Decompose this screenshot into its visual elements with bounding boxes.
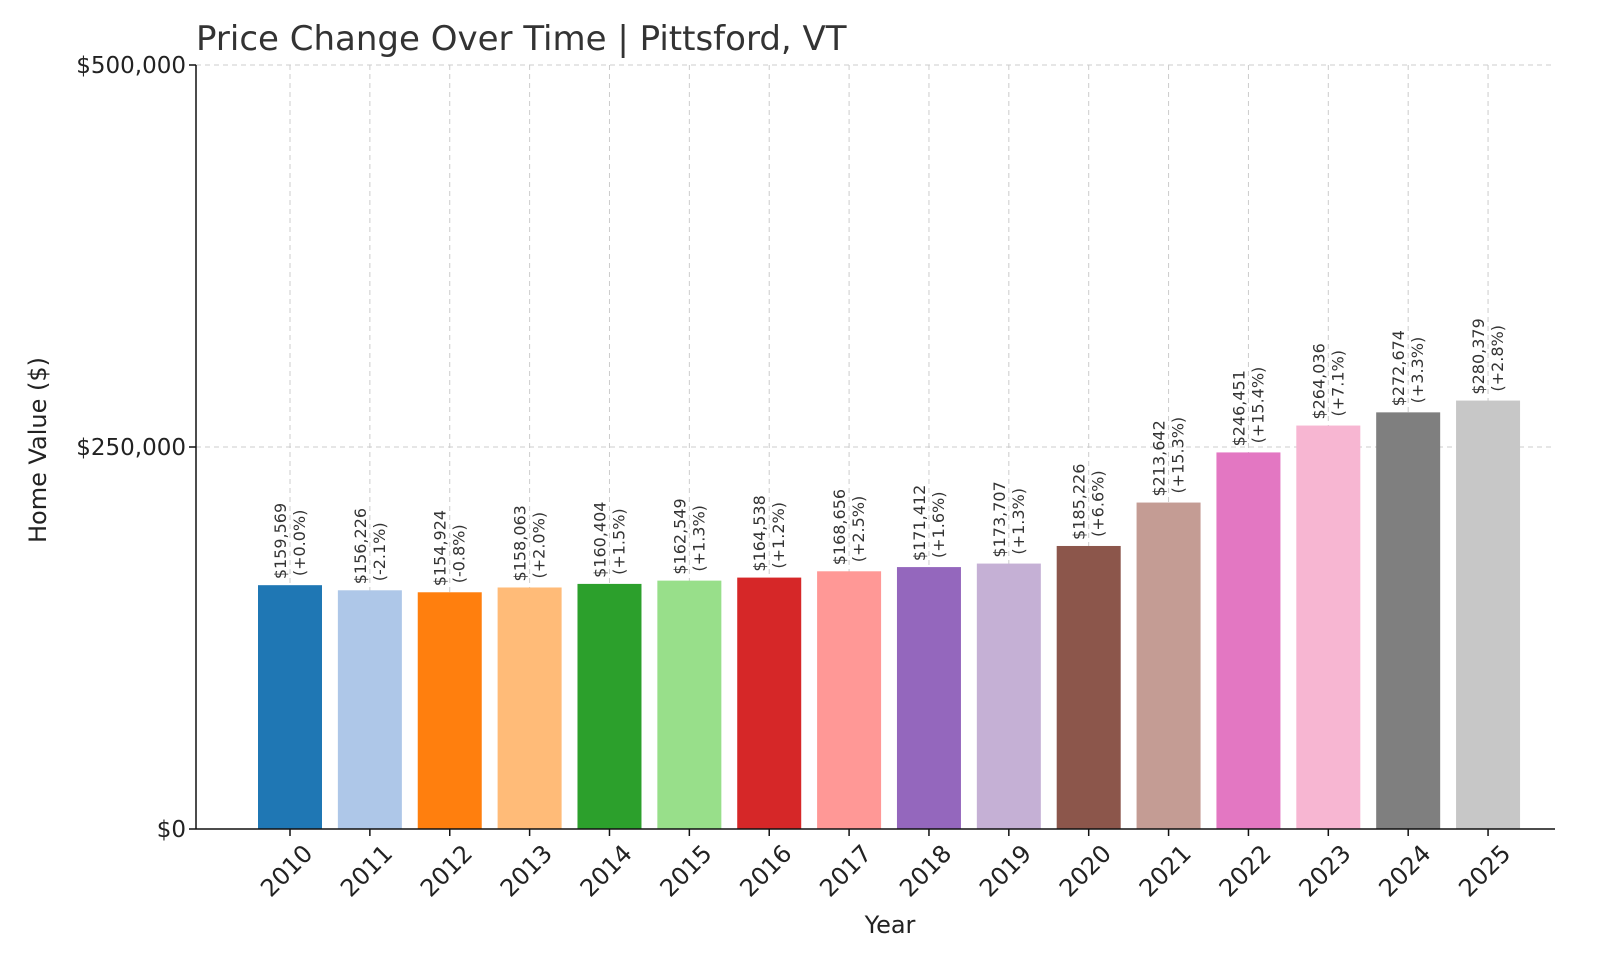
bar-2017 bbox=[817, 571, 882, 829]
x-tick-label: 2021 bbox=[1134, 839, 1197, 902]
data-label-value: $168,656 bbox=[830, 489, 849, 565]
data-label-value: $171,412 bbox=[910, 485, 929, 561]
data-label-value: $164,538 bbox=[750, 495, 769, 571]
x-tick-label: 2023 bbox=[1294, 839, 1357, 902]
data-label-value: $280,379 bbox=[1469, 318, 1488, 394]
x-tick-label: 2022 bbox=[1214, 839, 1277, 902]
data-label-change: (+1.3%) bbox=[1009, 488, 1028, 555]
bar-2011 bbox=[337, 590, 402, 829]
y-tick-labels: $0 $250,000 $500,000 bbox=[76, 53, 186, 843]
x-tick-label: 2010 bbox=[255, 839, 318, 902]
bar-2025 bbox=[1456, 400, 1521, 829]
x-tick-label: 2015 bbox=[655, 839, 718, 902]
x-tick-label: 2019 bbox=[974, 839, 1037, 902]
bar-2016 bbox=[737, 577, 802, 829]
data-label-value: $154,924 bbox=[431, 510, 450, 586]
bar-2024 bbox=[1376, 412, 1441, 829]
bar-2012 bbox=[417, 592, 482, 829]
x-axis-label: Year bbox=[864, 911, 916, 939]
y-tick-label: $0 bbox=[157, 817, 186, 843]
data-label-change: (+15.4%) bbox=[1248, 367, 1267, 444]
data-label-change: (+3.3%) bbox=[1408, 337, 1427, 404]
x-tick-label: 2024 bbox=[1373, 839, 1436, 902]
data-label-change: (+15.3%) bbox=[1169, 417, 1188, 494]
x-tick-label: 2014 bbox=[575, 839, 638, 902]
data-label-change: (+0.0%) bbox=[290, 510, 309, 577]
data-label-change: (+1.5%) bbox=[609, 508, 628, 575]
data-label-value: $173,707 bbox=[990, 481, 1009, 557]
x-tick-label: 2011 bbox=[335, 839, 398, 902]
data-label-change: (-0.8%) bbox=[450, 524, 469, 583]
data-label-value: $213,642 bbox=[1150, 420, 1169, 496]
data-label-value: $158,063 bbox=[511, 505, 530, 581]
bar-2018 bbox=[896, 567, 961, 829]
data-label-value: $264,036 bbox=[1309, 343, 1328, 419]
data-label-change: (+2.8%) bbox=[1488, 325, 1507, 392]
data-label-value: $159,569 bbox=[271, 503, 290, 579]
data-label-change: (+1.3%) bbox=[689, 505, 708, 572]
x-tick-label: 2025 bbox=[1453, 839, 1516, 902]
data-label-change: (+1.6%) bbox=[929, 492, 948, 559]
data-label-change: (+2.5%) bbox=[849, 496, 868, 563]
x-tick-label: 2013 bbox=[495, 839, 558, 902]
data-labels: $159,569 (+0.0%) $156,226 (-2.1%) $154,924 (-… bbox=[271, 318, 1507, 586]
axes bbox=[189, 64, 1555, 836]
y-tick-label: $250,000 bbox=[76, 435, 186, 461]
bar-2023 bbox=[1296, 425, 1361, 829]
bar-2021 bbox=[1136, 502, 1201, 829]
y-tick-label: $500,000 bbox=[76, 53, 186, 79]
x-tick-labels: 2010 2011 2012 2013 2014 2015 2016 2017 2018 2019… bbox=[255, 839, 1516, 902]
data-label-value: $272,674 bbox=[1389, 330, 1408, 406]
data-label-value: $162,549 bbox=[670, 498, 689, 574]
data-label-value: $185,226 bbox=[1070, 464, 1089, 540]
chart-title: Price Change Over Time | Pittsford, VT bbox=[196, 19, 847, 59]
bars bbox=[258, 400, 1521, 829]
bar-2013 bbox=[497, 587, 562, 829]
data-label-change: (+2.0%) bbox=[530, 512, 549, 579]
x-tick-label: 2018 bbox=[894, 839, 957, 902]
bar-2014 bbox=[577, 583, 642, 829]
bar-2022 bbox=[1216, 452, 1281, 829]
data-label-change: (-2.1%) bbox=[370, 522, 389, 581]
data-label-change: (+1.2%) bbox=[769, 502, 788, 569]
data-label-change: (+6.6%) bbox=[1089, 470, 1108, 537]
bar-2019 bbox=[976, 563, 1041, 829]
y-axis-label: Home Value ($) bbox=[24, 357, 52, 543]
x-tick-label: 2017 bbox=[814, 839, 877, 902]
x-tick-label: 2016 bbox=[734, 839, 797, 902]
data-label-value: $246,451 bbox=[1229, 370, 1248, 446]
data-label-value: $156,226 bbox=[351, 508, 370, 584]
data-label-change: (+7.1%) bbox=[1328, 350, 1347, 417]
bar-2010 bbox=[258, 585, 322, 829]
data-label-value: $160,404 bbox=[590, 502, 609, 578]
x-tick-label: 2012 bbox=[415, 839, 478, 902]
x-tick-label: 2020 bbox=[1054, 839, 1117, 902]
bar-2020 bbox=[1056, 545, 1121, 829]
bar-2015 bbox=[657, 580, 722, 829]
